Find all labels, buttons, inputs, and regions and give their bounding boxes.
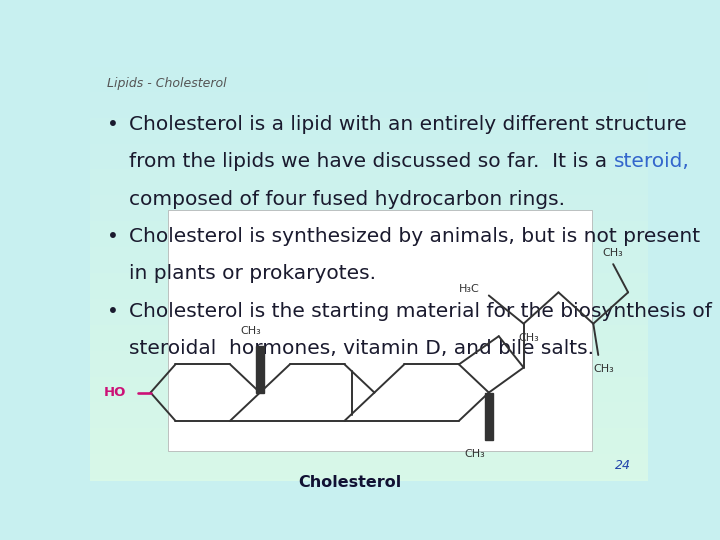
Text: Cholesterol is a lipid with an entirely different structure: Cholesterol is a lipid with an entirely … xyxy=(129,114,687,134)
Text: CH₃: CH₃ xyxy=(240,326,261,336)
Text: HO: HO xyxy=(103,386,126,399)
Polygon shape xyxy=(485,393,492,440)
Text: CH₃: CH₃ xyxy=(593,364,614,374)
Text: CH₃: CH₃ xyxy=(464,449,485,459)
Text: CH₃: CH₃ xyxy=(518,333,539,343)
Text: H₃C: H₃C xyxy=(459,284,480,294)
FancyBboxPatch shape xyxy=(168,211,593,451)
Text: steroidal  hormones, vitamin D, and bile salts.: steroidal hormones, vitamin D, and bile … xyxy=(129,339,594,358)
Text: steroid,: steroid, xyxy=(613,152,690,171)
Text: composed of four fused hydrocarbon rings.: composed of four fused hydrocarbon rings… xyxy=(129,190,565,208)
Text: CH₃: CH₃ xyxy=(603,248,624,258)
Text: •: • xyxy=(107,302,119,321)
Text: •: • xyxy=(107,227,119,246)
Text: Cholesterol is synthesized by animals, but is not present: Cholesterol is synthesized by animals, b… xyxy=(129,227,700,246)
Polygon shape xyxy=(256,346,264,393)
Text: 24: 24 xyxy=(616,460,631,472)
Text: in plants or prokaryotes.: in plants or prokaryotes. xyxy=(129,265,376,284)
Text: Lipids - Cholesterol: Lipids - Cholesterol xyxy=(107,77,226,90)
Text: from the lipids we have discussed so far.  It is a: from the lipids we have discussed so far… xyxy=(129,152,613,171)
Text: •: • xyxy=(107,114,119,134)
Text: Cholesterol: Cholesterol xyxy=(298,475,401,490)
Text: Cholesterol is the starting material for the biosynthesis of: Cholesterol is the starting material for… xyxy=(129,302,712,321)
